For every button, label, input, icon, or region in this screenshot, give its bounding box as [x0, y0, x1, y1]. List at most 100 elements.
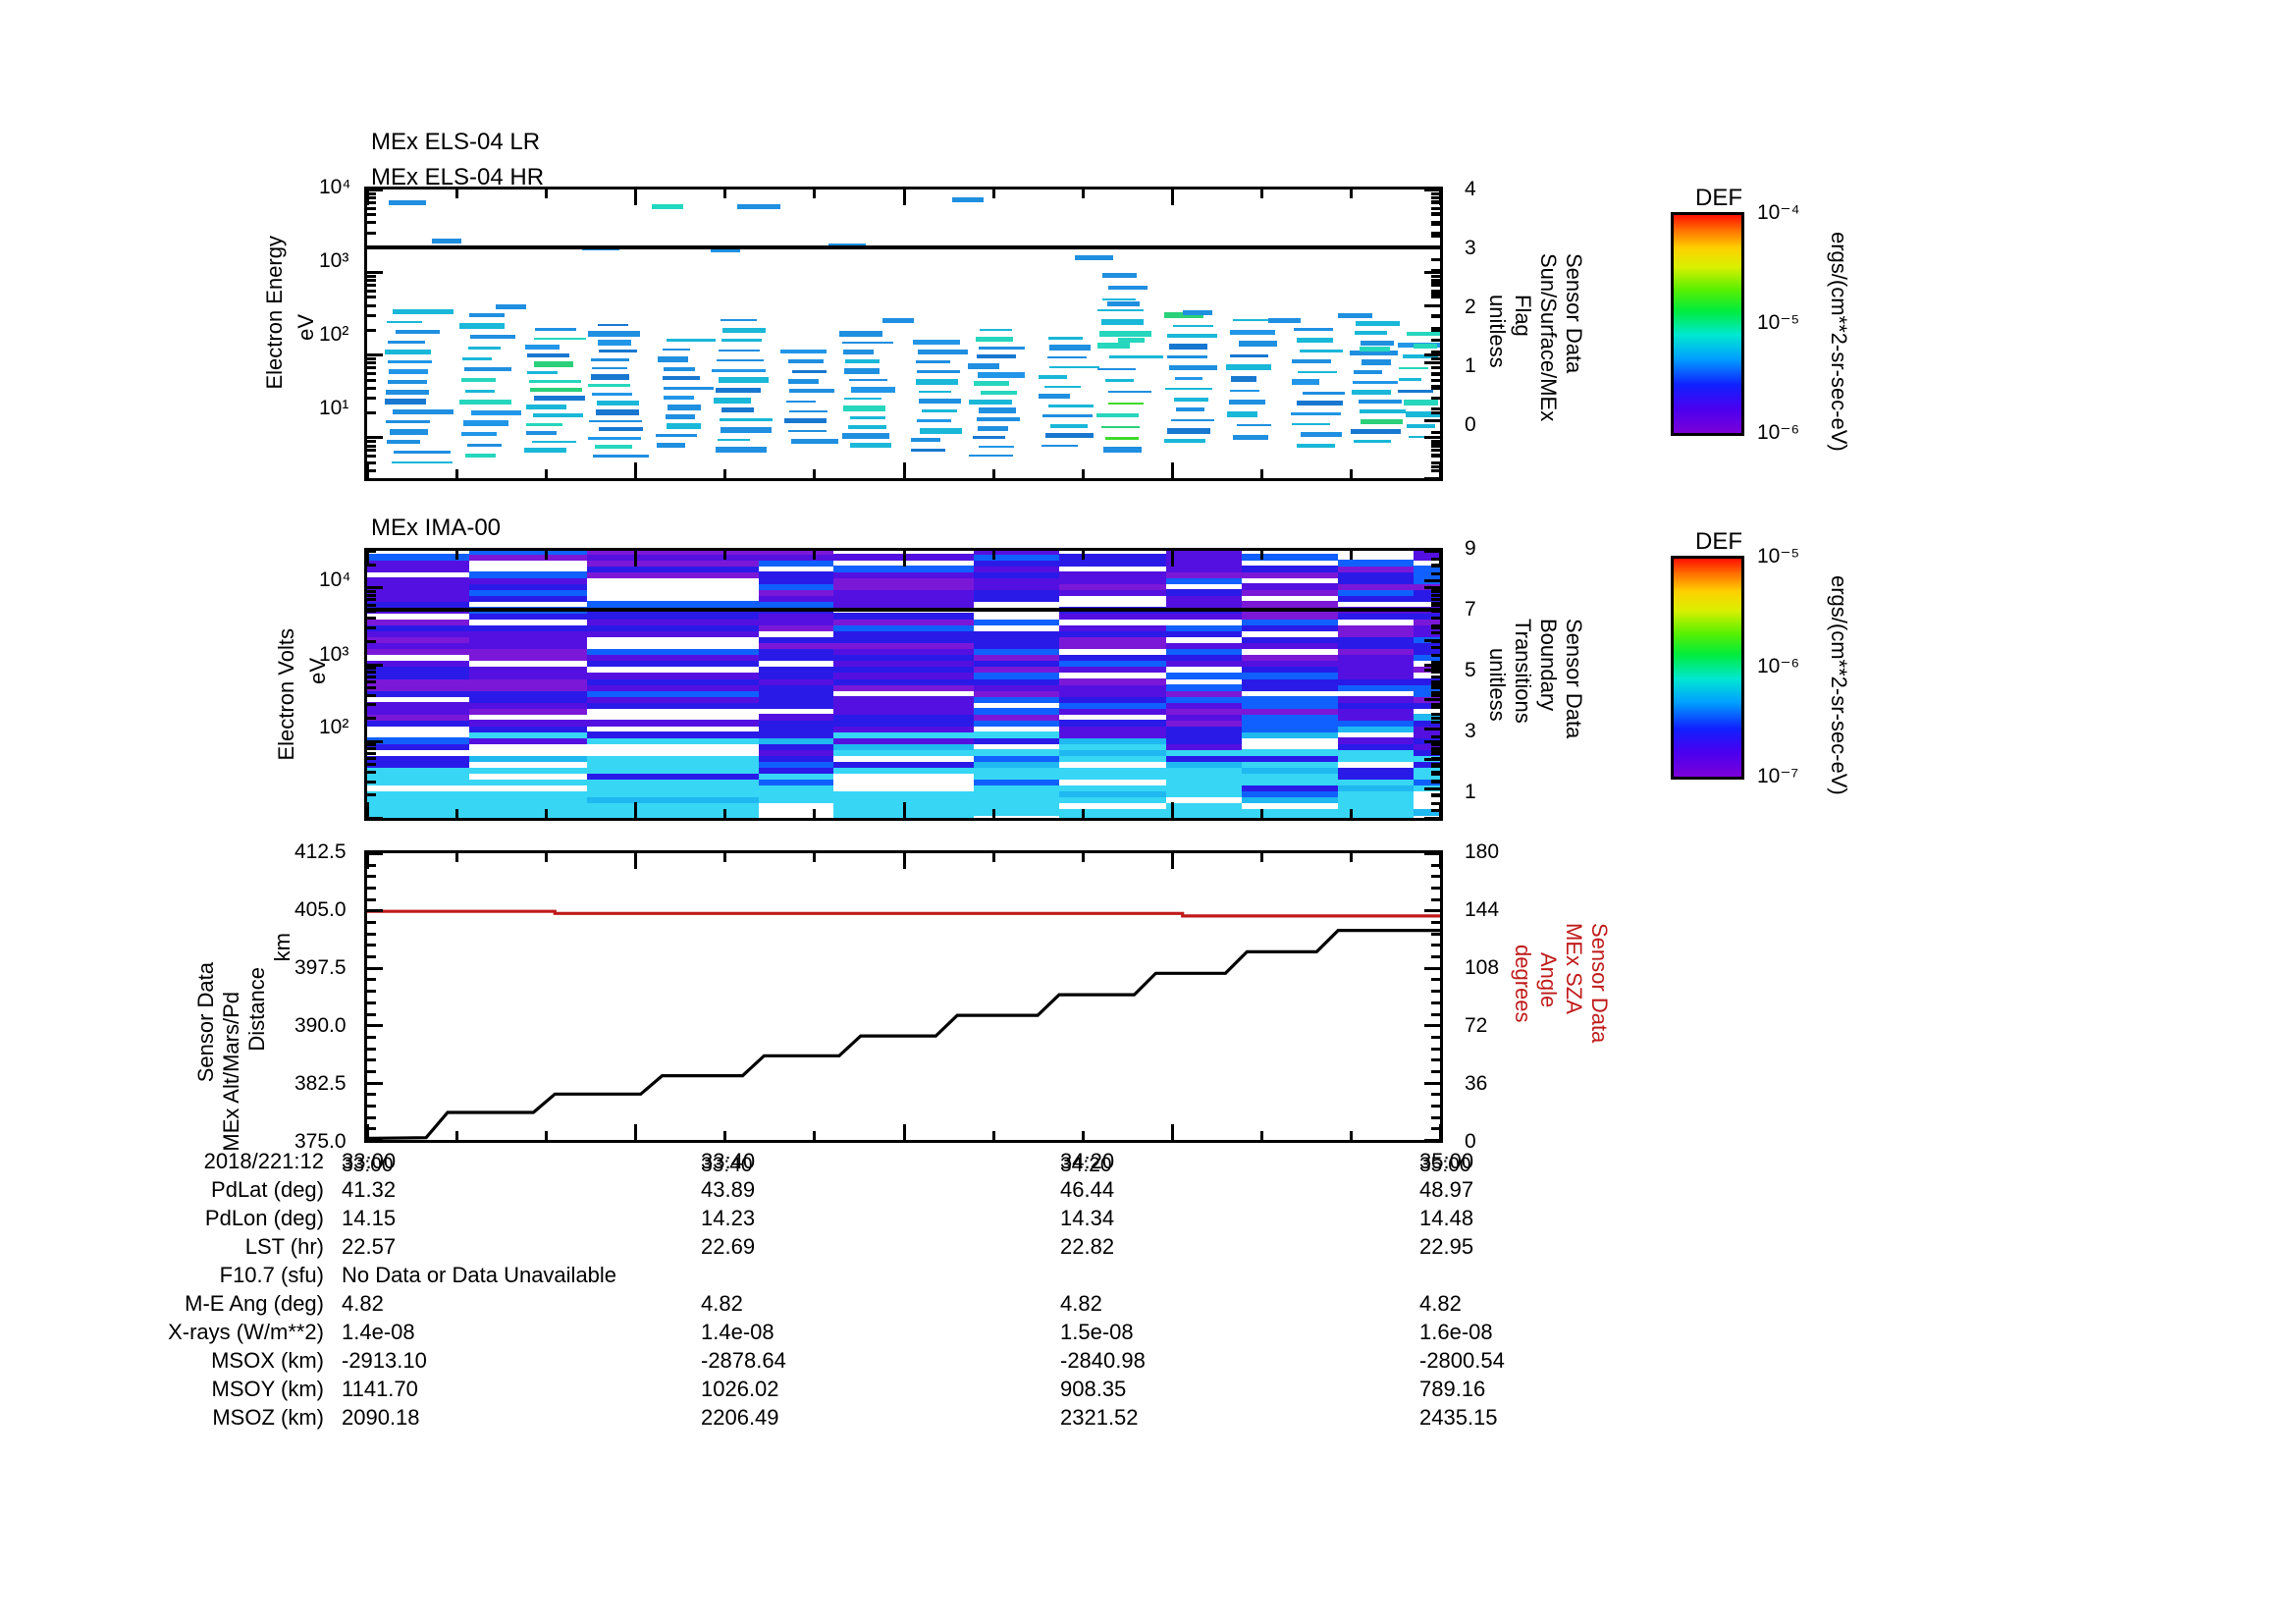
p3-ytick-397: 397.5	[294, 956, 347, 979]
spectrogram-block	[758, 601, 834, 608]
spectrogram-segment	[1171, 418, 1214, 421]
spectrogram-block	[1166, 720, 1242, 727]
p1-rtick-0: 0	[1465, 413, 1476, 436]
axis-tick	[1431, 671, 1440, 675]
spectrogram-block	[1058, 571, 1167, 578]
p2-rtick-9: 9	[1465, 537, 1476, 560]
spectrogram-block	[1058, 743, 1167, 751]
spectrogram-segment	[663, 366, 696, 371]
spectrogram-block	[367, 672, 469, 679]
spectrogram-block	[587, 619, 759, 626]
axis-tick	[1431, 683, 1440, 686]
table-cell: -2840.98	[1060, 1348, 1146, 1373]
axis-tick	[367, 932, 376, 936]
spectrogram-block	[587, 613, 759, 621]
spectrogram-block	[1413, 630, 1440, 638]
spectrogram-block	[833, 677, 974, 685]
spectrogram-block	[1413, 571, 1440, 578]
axis-tick	[545, 189, 549, 198]
spectrogram-block	[587, 630, 759, 638]
spectrogram-segment	[1237, 424, 1272, 427]
axis-tick	[1424, 271, 1440, 275]
axis-tick	[1431, 386, 1440, 390]
spectrogram-block	[758, 702, 834, 709]
axis-tick	[1431, 191, 1440, 195]
spectrogram-block	[973, 720, 1059, 727]
spectrogram-segment	[973, 436, 1005, 440]
spectrogram-segment	[387, 340, 426, 344]
axis-tick	[367, 875, 376, 879]
axis-tick	[1431, 734, 1440, 738]
spectrogram-block	[973, 636, 1059, 644]
spectrogram-block	[973, 749, 1059, 757]
axis-tick	[1439, 802, 1440, 818]
spectrogram-block	[587, 802, 759, 810]
spectrogram-block	[1166, 648, 1242, 656]
spectrogram-block	[1338, 672, 1414, 679]
spectrogram-block	[758, 595, 834, 602]
axis-tick	[1431, 887, 1440, 891]
axis-tick	[1439, 462, 1440, 478]
axis-tick	[1349, 853, 1353, 862]
spectrogram-segment	[715, 387, 762, 393]
table-cell: 22.95	[1419, 1234, 1474, 1259]
spectrogram-segment	[1107, 391, 1152, 394]
spectrogram-block	[1338, 814, 1414, 818]
spectrogram-block	[1058, 654, 1167, 662]
spectrogram-block	[1166, 642, 1242, 650]
spectrogram-segment	[393, 450, 451, 454]
spectrogram-block	[833, 660, 974, 668]
table-cell: 41.32	[342, 1177, 397, 1202]
spectrogram-block	[367, 779, 469, 786]
axis-tick	[991, 551, 995, 560]
axis-tick	[1431, 603, 1440, 607]
spectrogram-block	[587, 779, 759, 786]
spectrogram-block	[1166, 779, 1242, 786]
spectrogram-block	[367, 601, 469, 608]
axis-tick	[455, 809, 459, 818]
axis-tick	[634, 551, 638, 567]
table-cell: 1.4e-08	[701, 1320, 774, 1344]
spectrogram-block	[1413, 566, 1440, 572]
axis-tick	[367, 1069, 376, 1073]
axis-tick	[1424, 419, 1440, 423]
axis-tick	[545, 1131, 549, 1140]
spectrogram-segment	[534, 328, 576, 332]
spectrogram-segment	[393, 409, 454, 415]
colorbar-1-unit-label: ergs/(cm**2-sr-sec-eV)	[1827, 232, 1852, 452]
axis-tick	[367, 853, 383, 855]
spectrogram-block	[1338, 583, 1414, 590]
spectrogram-block	[1338, 784, 1414, 792]
axis-tick	[1431, 465, 1440, 469]
spectrogram-block	[468, 571, 588, 578]
spectrogram-segment	[525, 422, 563, 426]
spectrogram-block	[587, 767, 759, 775]
spectrogram-block	[468, 731, 588, 738]
spectrogram-segment	[1398, 366, 1428, 369]
spectrogram-block	[758, 642, 834, 650]
spectrogram-block	[758, 636, 834, 644]
axis-tick	[367, 551, 369, 567]
spectrogram-segment	[593, 454, 650, 458]
table-cell: 4.82	[342, 1291, 384, 1316]
axis-tick	[1424, 817, 1440, 818]
axis-tick	[367, 1104, 376, 1108]
axis-tick	[367, 586, 383, 590]
axis-tick	[1424, 579, 1440, 583]
axis-tick	[367, 468, 376, 472]
spectrogram-block	[1058, 642, 1167, 650]
table-row-label: 2018/221:12	[203, 1149, 324, 1173]
axis-tick	[1431, 235, 1440, 239]
spectrogram-block	[758, 720, 834, 727]
axis-tick	[1431, 646, 1440, 650]
axis-tick	[902, 189, 906, 205]
spectrogram-block	[1338, 796, 1414, 804]
spectrogram-block	[1338, 595, 1414, 602]
axis-tick	[367, 357, 376, 361]
axis-tick	[1259, 1131, 1263, 1140]
spectrogram-block	[1413, 690, 1440, 697]
axis-tick	[367, 909, 383, 913]
spectrogram-block	[1241, 601, 1339, 608]
spectrogram-segment	[1233, 319, 1277, 322]
spectrogram-block	[468, 737, 588, 745]
